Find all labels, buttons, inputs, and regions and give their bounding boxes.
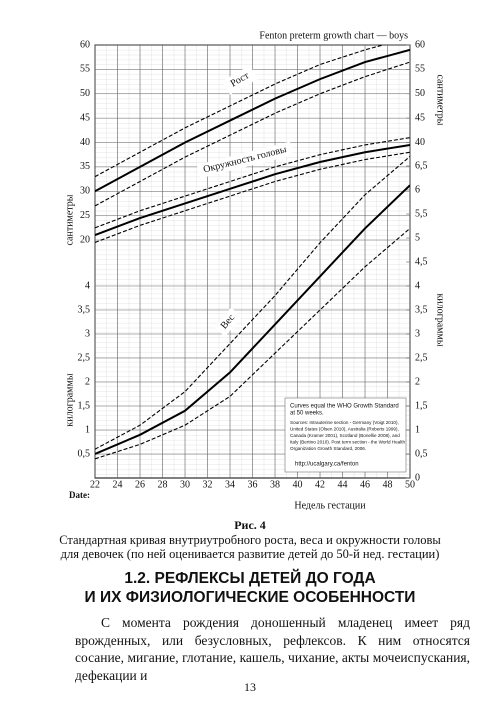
y-tick-label: 3,5 (415, 304, 428, 315)
growth-curve (95, 227, 410, 460)
x-tick-label: 26 (135, 479, 145, 490)
y-tick-label: 4 (415, 280, 420, 291)
x-tick-label: 30 (180, 479, 190, 490)
page-number: 13 (244, 680, 256, 694)
y-tick-label: 30 (80, 186, 90, 197)
growth-chart: Fenton preterm growth chart — boys Date:… (64, 30, 446, 510)
source-line: Canada (Kramer 2001), Scotland (Bonellie… (290, 433, 400, 438)
date-label: Date: (69, 490, 90, 500)
y-tick-label: 2,5 (415, 352, 428, 363)
y-tick-label: 6,5 (415, 160, 428, 171)
chart-title: Fenton preterm growth chart — boys (259, 30, 408, 41)
x-tick-label: 42 (315, 479, 325, 490)
heading-line: И ИХ ФИЗИОЛОГИЧЕСКИЕ ОСОБЕННОСТИ (84, 589, 416, 606)
x-tick-label: 28 (158, 479, 168, 490)
y-tick-label: 60 (80, 39, 90, 50)
source-line: United States (Olsen 2010), Australia (R… (290, 427, 399, 432)
heading-line: 1.2. РЕФЛЕКСЫ ДЕТЕЙ ДО ГОДА (124, 570, 376, 587)
growth-curve (95, 61, 410, 207)
x-tick-label: 40 (293, 479, 303, 490)
x-tick-label: 24 (113, 479, 123, 490)
source-line: Italy (Bertino 2010). Post term section … (290, 440, 406, 445)
y-tick-label: 1,5 (78, 400, 91, 411)
growth-curve (95, 155, 410, 450)
label-bg (222, 65, 258, 95)
y-axis-label: килограммы (435, 293, 446, 346)
note-box (284, 397, 407, 473)
y-tick-label: 50 (415, 88, 425, 99)
source-line: Organization Growth Standard, 2006. (290, 446, 366, 451)
label-bg (214, 307, 242, 337)
y-tick-label: 3 (415, 328, 420, 339)
y-tick-label: 35 (80, 161, 90, 172)
caption-line: Стандартная кривая внутриутробного роста… (59, 533, 441, 547)
note: Curves equal the WHO Growth Standard (290, 404, 399, 410)
x-tick-label: 38 (270, 479, 280, 490)
y-tick-label: 45 (80, 112, 90, 123)
y-tick-label: 3 (85, 328, 90, 339)
url: http://ucalgary.ca/fenton (295, 462, 359, 468)
y-tick-label: 40 (415, 137, 425, 148)
y-tick-label: 2,5 (78, 352, 91, 363)
source-line: Sources: Intrauterine section - Germany … (290, 420, 399, 425)
y-tick-label: 0 (415, 472, 420, 483)
growth-curve (95, 137, 410, 229)
y-tick-label: 5,5 (415, 208, 428, 219)
growth-curve (95, 45, 386, 178)
y-tick-label: 1,5 (415, 400, 428, 411)
paragraph: С момента рождения доношенный младенец и… (75, 615, 470, 683)
growth-curve (95, 184, 410, 455)
y-tick-label: 50 (80, 88, 90, 99)
x-tick-label: 48 (383, 479, 393, 490)
x-tick-label: 36 (248, 479, 258, 490)
y-tick-label: 2 (415, 376, 420, 387)
y-tick-label: 0,5 (415, 448, 428, 459)
y-axis-label: сантиметры (435, 74, 446, 125)
y-tick-label: 55 (80, 64, 90, 75)
growth-curve (95, 143, 410, 237)
y-axis-label: сантиметры (64, 194, 75, 245)
y-tick-label: 4,5 (415, 256, 428, 267)
x-tick-label: 22 (90, 479, 100, 490)
x-tick-label: 34 (225, 479, 235, 490)
y-tick-label: 45 (415, 112, 425, 123)
y-tick-label: 2 (85, 376, 90, 387)
y-tick-label: 4 (85, 280, 90, 291)
caption-label: Рис. 4 (234, 518, 266, 532)
y-tick-label: 1 (415, 424, 420, 435)
x-tick-label: 46 (360, 479, 370, 490)
note: at 50 weeks. (290, 411, 324, 417)
y-tick-label: 5 (415, 232, 420, 243)
y-tick-label: 3,5 (78, 304, 91, 315)
y-tick-label: 0,5 (78, 448, 91, 459)
y-tick-label: 40 (80, 137, 90, 148)
y-axis-label: килограммы (64, 373, 75, 426)
label-bg (196, 141, 294, 179)
y-tick-label: 25 (80, 210, 90, 221)
y-tick-label: 1 (85, 424, 90, 435)
y-tick-label: 60 (415, 39, 425, 50)
growth-curve (95, 151, 410, 243)
caption-line: для девочек (по ней оценивается развитие… (60, 547, 440, 561)
growth-curve (95, 48, 410, 193)
x-tick-label: 44 (338, 479, 348, 490)
x-tick-label: 50 (405, 479, 415, 490)
x-axis-label: Недель гестации (294, 500, 366, 510)
y-tick-label: 6 (415, 184, 420, 195)
y-tick-label: 20 (80, 234, 90, 245)
x-tick-label: 32 (203, 479, 213, 490)
y-tick-label: 55 (415, 64, 425, 75)
